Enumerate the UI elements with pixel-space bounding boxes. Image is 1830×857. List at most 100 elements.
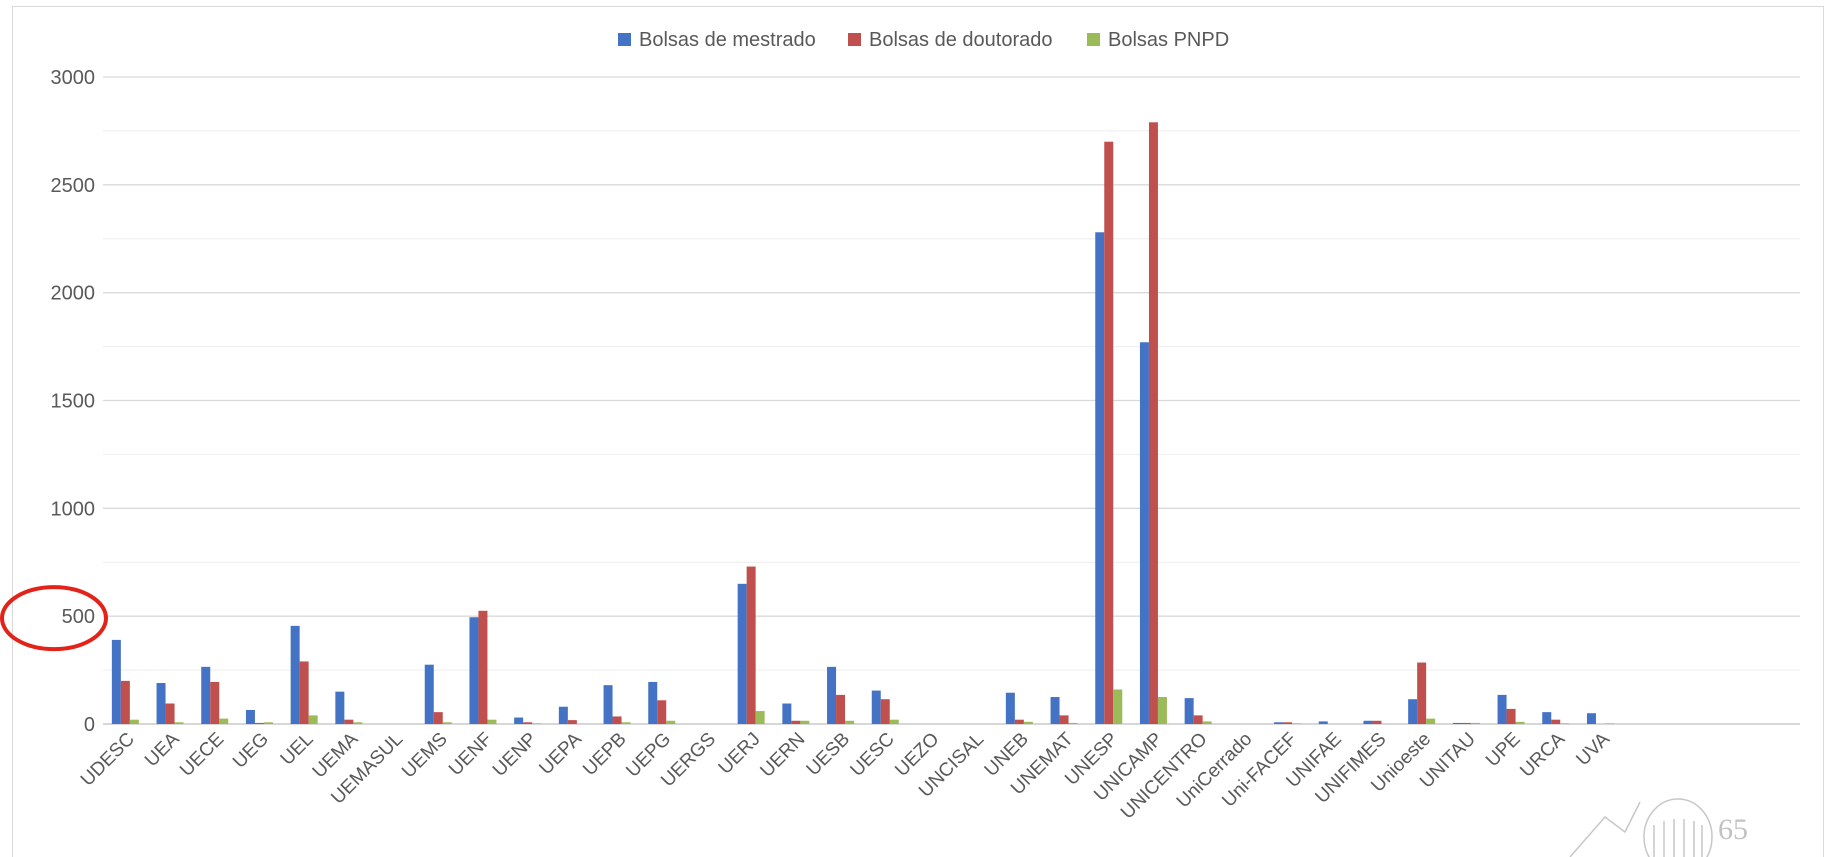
bar-unesp-1: [1095, 232, 1105, 724]
gridlines: [103, 76, 1800, 725]
x-category-label: UESB: [803, 729, 854, 780]
bar-uems-2: [433, 712, 443, 724]
bar-urca-2: [1551, 719, 1561, 724]
x-category-label: UESC: [847, 729, 899, 781]
bar-uece-3: [219, 718, 229, 724]
legend-label: Bolsas de doutorado: [869, 29, 1052, 51]
bar-uepa-2: [567, 720, 577, 724]
bar-unitau-2: [1461, 722, 1471, 724]
minor-grid: [103, 130, 1800, 671]
bar-unesp-3: [1113, 689, 1123, 724]
bar-uel-2: [299, 661, 309, 724]
bar-uern-2: [791, 720, 801, 724]
bar-uesc-1: [871, 690, 881, 724]
x-category-label: UEPA: [535, 728, 586, 779]
x-category-label: UDESC: [77, 729, 139, 791]
bar-uneb-1: [1005, 692, 1015, 724]
x-category-label: UEPB: [579, 729, 630, 780]
annotation: [0, 585, 108, 652]
bar-uepg-3: [666, 720, 676, 724]
bar-uepa-1: [558, 706, 568, 724]
bar-unioeste-1: [1408, 699, 1418, 724]
x-category-label: UENF: [445, 729, 496, 780]
bar-uesc-2: [880, 699, 890, 724]
bar-uerj-1: [737, 583, 747, 724]
bar-unioeste-3: [1426, 718, 1436, 724]
bar-uneb-3: [1023, 721, 1033, 724]
bar-unioeste-2: [1417, 662, 1427, 724]
bar-unifimes-2: [1372, 720, 1382, 724]
bar-uern-1: [782, 703, 792, 724]
y-tick-label: 500: [62, 606, 95, 628]
bar-upe-2: [1506, 708, 1516, 724]
y-tick-label: 1500: [51, 391, 96, 413]
bar-uea-2: [165, 703, 175, 724]
bar-unemat-1: [1050, 697, 1060, 724]
legend-swatch: [618, 33, 631, 46]
bar-uern-3: [800, 720, 810, 724]
bar-uems-1: [424, 664, 434, 724]
bar-uepb-1: [603, 685, 613, 724]
bar-upe-3: [1515, 721, 1525, 724]
bar-uerj-2: [746, 566, 756, 724]
y-tick-label: 2500: [51, 175, 96, 197]
bar-upe-1: [1497, 694, 1507, 724]
bar-uni-facef-1: [1274, 722, 1284, 724]
bar-uenp-1: [514, 717, 524, 724]
bar-urca-3: [1560, 723, 1570, 724]
bar-uepb-2: [612, 716, 622, 724]
bar-unifimes-1: [1363, 720, 1373, 724]
bar-uel-3: [308, 715, 318, 724]
bar-unicentro-1: [1184, 698, 1194, 724]
bar-unesp-2: [1104, 141, 1114, 724]
legend-swatch: [848, 33, 861, 46]
logo-text: 65: [1718, 813, 1748, 846]
bar-unitau-1: [1452, 722, 1462, 724]
bar-uva-1: [1586, 713, 1596, 724]
x-category-label: UENP: [489, 729, 541, 781]
x-category-label: URCA: [1516, 728, 1569, 781]
bar-uenf-2: [478, 610, 488, 724]
bar-uea-3: [174, 722, 184, 724]
bar-uece-2: [210, 681, 220, 724]
bar-ueg-2: [254, 722, 264, 724]
legend-swatch: [1087, 33, 1100, 46]
x-category-label: UERN: [756, 729, 809, 782]
logo-watermark: 65: [1569, 798, 1748, 857]
legend-label: Bolsas PNPD: [1108, 29, 1229, 51]
bar-unemat-2: [1059, 715, 1069, 724]
bar-unemat-3: [1068, 722, 1078, 724]
bar-uea-1: [156, 683, 166, 724]
bar-uni-facef-3: [1292, 723, 1302, 724]
bar-unicentro-3: [1202, 721, 1212, 724]
highlight-ellipse: [0, 585, 108, 652]
bar-uepg-2: [657, 700, 667, 724]
bar-uerj-3: [755, 711, 765, 724]
bar-uems-3: [442, 722, 452, 724]
bar-uenp-2: [523, 722, 533, 724]
legend: Bolsas de mestrado Bolsas de doutorado Bol…: [618, 29, 1229, 51]
y-tick-label: 2000: [51, 283, 96, 305]
bar-unicentro-2: [1193, 715, 1203, 724]
y-tick-label: 0: [84, 714, 95, 736]
bar-uepb-3: [621, 722, 631, 724]
y-tick-label: 1000: [51, 498, 96, 520]
bar-uesb-2: [836, 694, 846, 724]
bar-udesc-2: [120, 680, 130, 724]
bar-uema-3: [353, 722, 363, 724]
bar-unicamp-3: [1157, 697, 1167, 724]
bar-uni-facef-2: [1283, 722, 1293, 724]
bar-uneb-2: [1014, 719, 1024, 724]
bar-uema-1: [335, 691, 345, 724]
y-axis-ticks: 0 500 1000 1500 2000 2500 3000: [51, 67, 96, 736]
bar-uenp-3: [532, 723, 542, 724]
bar-unicamp-2: [1148, 122, 1158, 725]
x-category-label: UEG: [229, 729, 273, 773]
bar-uesc-3: [889, 719, 899, 724]
x-category-label: UVA: [1572, 728, 1614, 770]
bar-ueg-1: [245, 709, 255, 724]
bar-uesb-3: [845, 720, 855, 724]
x-category-label: UEMS: [398, 729, 452, 783]
